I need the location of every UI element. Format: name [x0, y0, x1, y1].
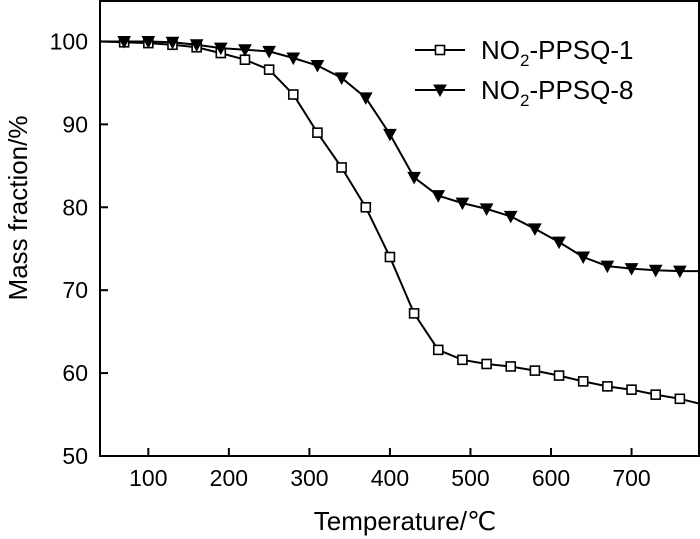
series-2-point — [407, 171, 421, 185]
series-1-point — [529, 365, 541, 376]
series-2-point — [286, 52, 301, 66]
series-1-point — [432, 344, 444, 356]
x-tick-label: 400 — [371, 465, 409, 491]
x-tick-label: 600 — [532, 465, 570, 491]
y-axis-title: Mass fraction/% — [3, 116, 33, 301]
axis-ticks — [100, 40, 633, 457]
series-1-point — [602, 381, 613, 392]
series-1-point — [505, 361, 517, 372]
series-1-point — [577, 376, 589, 387]
y-tick-label: 90 — [62, 111, 88, 137]
series-1-point — [263, 64, 275, 75]
series-2-point — [383, 128, 397, 142]
series-2-point — [165, 36, 180, 50]
plot-frame — [99, 0, 700, 457]
series-2-point — [576, 251, 591, 265]
legend-label-2: NO2-PPSQ-8 — [481, 75, 634, 110]
series-1-point — [626, 384, 637, 395]
x-tick-label: 500 — [451, 465, 489, 491]
series-2-point — [503, 210, 518, 224]
y-tick-label: 60 — [62, 360, 88, 386]
tick-labels: 100 200 300 400 500 600 700 50 60 70 80 90 100 — [50, 28, 651, 491]
series-2-point — [455, 197, 470, 211]
y-tick-label: 70 — [62, 277, 88, 303]
series-2-point — [673, 265, 687, 279]
series-2-point — [648, 264, 663, 278]
x-tick-label: 100 — [129, 465, 167, 491]
legend: NO2-PPSQ-1 NO2-PPSQ-8 — [415, 35, 634, 110]
series-2-point — [334, 72, 349, 85]
y-tick-label: 50 — [62, 443, 88, 469]
series-2-point — [262, 45, 276, 59]
series-2-point — [431, 190, 446, 203]
series-2-point — [528, 223, 542, 236]
series-1-point — [650, 389, 662, 400]
series-2-point — [310, 59, 325, 73]
legend-marker-1 — [434, 44, 446, 56]
series-1-point — [384, 251, 396, 263]
series-2-point — [189, 39, 204, 52]
x-tick-label: 300 — [290, 465, 328, 491]
series-2-point — [600, 260, 615, 274]
legend-marker-2 — [433, 84, 447, 98]
y-tick-label: 80 — [62, 194, 88, 220]
series-1-point — [674, 393, 686, 405]
series-1-point — [336, 162, 347, 173]
series-2-point — [213, 42, 228, 56]
series-2-point — [238, 44, 252, 57]
y-tick-label: 100 — [50, 28, 88, 54]
series-2-point — [141, 35, 156, 49]
series-1-point — [312, 127, 323, 138]
series-1-point — [360, 201, 372, 213]
x-tick-label: 200 — [210, 465, 248, 491]
series-1-point — [481, 358, 492, 370]
series-1-point — [287, 89, 299, 100]
x-axis-title: Temperature/℃ — [314, 506, 496, 536]
series-2-point — [624, 263, 639, 276]
series-1-point — [553, 370, 565, 381]
series-2-point — [358, 92, 373, 105]
series-1-point — [408, 308, 420, 319]
series-2-point — [552, 236, 566, 250]
series-2-point — [117, 35, 132, 49]
plot-markers — [117, 35, 687, 405]
series-2-point — [479, 203, 494, 216]
series-1-point — [457, 354, 468, 366]
x-tick-label: 700 — [612, 465, 650, 491]
legend-label-1: NO2-PPSQ-1 — [481, 35, 634, 70]
